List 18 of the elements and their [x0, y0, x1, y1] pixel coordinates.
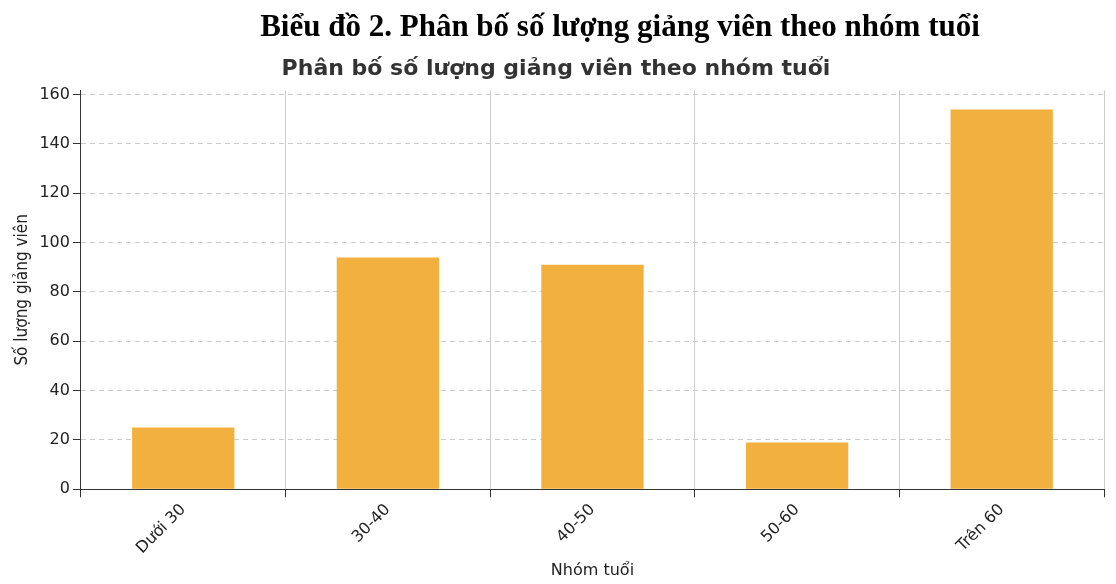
- chart-title: Biểu đồ 2. Phân bố số lượng giảng viên theo nhóm tuổi: [259, 8, 981, 44]
- y-tick-label: 80: [49, 281, 70, 301]
- x-axis-title: Nhóm tuổi: [550, 559, 635, 579]
- y-tick-label: 140: [39, 133, 70, 153]
- bar: [745, 442, 849, 489]
- bar: [132, 427, 235, 489]
- y-tick-label: 120: [39, 182, 70, 202]
- y-tick-label: 60: [49, 330, 70, 350]
- bar: [541, 264, 644, 489]
- y-tick-label: 20: [49, 429, 70, 449]
- bar: [336, 257, 440, 489]
- y-tick-label: 100: [39, 231, 70, 251]
- x-tick-label: Trên 60: [951, 499, 1008, 556]
- y-tick-label: 0: [59, 478, 70, 498]
- y-axis-title: Số lượng giảng viên: [10, 214, 31, 366]
- bar: [950, 109, 1053, 489]
- y-tick-label: 160: [39, 83, 70, 103]
- y-tick-label: 40: [49, 379, 70, 399]
